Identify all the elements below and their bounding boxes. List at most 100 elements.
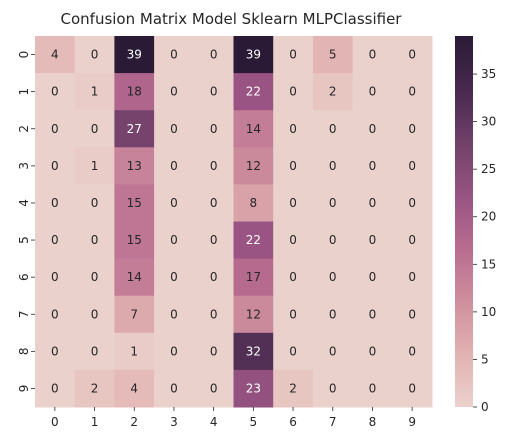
- heatmap-cell-value: 5: [329, 48, 337, 62]
- heatmap-cell: [35, 332, 76, 371]
- heatmap-cell: [392, 184, 433, 222]
- heatmap-cell: [193, 295, 234, 334]
- y-tick-label: 9: [17, 385, 31, 393]
- heatmap-cell-value: 0: [170, 196, 178, 210]
- heatmap-cell: [273, 147, 314, 185]
- heatmap-cell-value: 0: [289, 344, 297, 358]
- x-tick-label: 8: [369, 415, 377, 429]
- heatmap-cell: [233, 332, 274, 371]
- y-tick-label: 6: [17, 273, 31, 281]
- heatmap-cell-value: 0: [170, 270, 178, 284]
- heatmap-cell-value: 14: [246, 122, 261, 136]
- y-axis-ticks: 0 1 2 3 4 5 6 7 8 9: [17, 51, 35, 393]
- heatmap-cell-value: 0: [408, 344, 416, 358]
- x-tick-label: 5: [250, 415, 258, 429]
- heatmap-cell-value: 2: [91, 381, 99, 395]
- heatmap-cell: [312, 258, 354, 297]
- colorbar-tick-label: 0: [481, 400, 489, 414]
- heatmap-cell: [273, 36, 314, 74]
- heatmap-cell-value: 0: [289, 307, 297, 321]
- heatmap-cell-value: 0: [51, 159, 59, 173]
- y-tick-label: 3: [17, 162, 31, 170]
- heatmap-cell-value: 0: [408, 159, 416, 173]
- heatmap-cell-value: 0: [91, 122, 99, 136]
- heatmap-cell: [312, 36, 354, 74]
- heatmap-cell-value: 0: [91, 270, 99, 284]
- heatmap-cells: [35, 36, 433, 408]
- heatmap-cell-value: 0: [408, 196, 416, 210]
- y-tick-label: 5: [17, 236, 31, 244]
- heatmap-cell: [114, 36, 155, 74]
- heatmap-cell-value: 27: [127, 122, 142, 136]
- heatmap-cell-value: 0: [408, 48, 416, 62]
- heatmap-cell-value: 0: [289, 48, 297, 62]
- heatmap-cell-value: 0: [289, 122, 297, 136]
- x-tick-label: 9: [408, 415, 416, 429]
- colorbar-gradient: [455, 36, 473, 407]
- heatmap-cell: [273, 221, 314, 260]
- heatmap-cell: [35, 147, 76, 185]
- heatmap-cell-value: 0: [369, 159, 377, 173]
- heatmap-cell: [35, 258, 76, 297]
- x-tick-label: 0: [51, 415, 59, 429]
- heatmap-cell: [193, 73, 234, 111]
- heatmap-cell-value: 0: [210, 233, 218, 247]
- heatmap-cell-value: 4: [51, 48, 59, 62]
- heatmap-cell: [233, 147, 274, 185]
- heatmap-cell-value: 0: [289, 196, 297, 210]
- heatmap-cell: [193, 184, 234, 222]
- heatmap-cell: [233, 369, 274, 408]
- heatmap-cell: [233, 73, 274, 111]
- heatmap-cell: [312, 147, 354, 185]
- heatmap-cell-value: 1: [91, 159, 99, 173]
- heatmap-cell-value: 0: [329, 344, 337, 358]
- chart-title: Confusion Matrix Model Sklearn MLPClassi…: [61, 10, 403, 28]
- heatmap-cell-value: 2: [329, 85, 337, 99]
- heatmap-cell: [193, 369, 234, 408]
- heatmap-cell: [74, 73, 115, 111]
- heatmap-cell: [154, 147, 195, 185]
- heatmap-cell: [312, 369, 354, 408]
- heatmap-cell-value: 0: [210, 344, 218, 358]
- heatmap-cell-value: 23: [246, 381, 261, 395]
- heatmap-cell: [114, 147, 155, 185]
- heatmap-cell-value: 0: [91, 307, 99, 321]
- heatmap-cell-value: 0: [369, 85, 377, 99]
- x-tick-label: 3: [170, 415, 178, 429]
- heatmap-cell: [312, 73, 354, 111]
- colorbar-tick-label: 10: [481, 305, 496, 319]
- heatmap-cell: [392, 369, 433, 408]
- heatmap-cell: [392, 36, 433, 74]
- heatmap-cell-value: 15: [127, 196, 142, 210]
- heatmap-cell-value: 0: [170, 233, 178, 247]
- colorbar-tick-label: 15: [481, 257, 496, 271]
- heatmap-cell: [74, 110, 115, 148]
- y-tick-label: 1: [17, 88, 31, 96]
- heatmap-cell-value: 0: [51, 307, 59, 321]
- heatmap-cell-value: 0: [51, 85, 59, 99]
- colorbar-tick-label: 20: [481, 210, 496, 224]
- heatmap-cell-value: 0: [210, 122, 218, 136]
- heatmap-cell-value: 18: [127, 85, 142, 99]
- heatmap-cell-value: 0: [170, 122, 178, 136]
- heatmap-cell: [233, 295, 274, 334]
- y-tick-label: 4: [17, 199, 31, 207]
- heatmap-cell-value: 0: [289, 85, 297, 99]
- heatmap-cell: [233, 258, 274, 297]
- heatmap-cell: [35, 110, 76, 148]
- heatmap-cell: [154, 258, 195, 297]
- heatmap-cell: [273, 369, 314, 408]
- heatmap-cell: [114, 332, 155, 371]
- heatmap-cell: [74, 295, 115, 334]
- x-tick-label: 4: [210, 415, 218, 429]
- heatmap-cell-value: 22: [246, 233, 261, 247]
- heatmap-cell-value: 7: [130, 307, 138, 321]
- heatmap-cell-value: 39: [127, 48, 142, 62]
- heatmap-cell-value: 0: [210, 48, 218, 62]
- heatmap-cell-value: 0: [289, 270, 297, 284]
- heatmap-cell-value: 0: [369, 196, 377, 210]
- heatmap-cell-value: 22: [246, 85, 261, 99]
- heatmap-cell: [35, 369, 76, 408]
- heatmap-cell-value: 0: [170, 307, 178, 321]
- heatmap-cell: [312, 332, 354, 371]
